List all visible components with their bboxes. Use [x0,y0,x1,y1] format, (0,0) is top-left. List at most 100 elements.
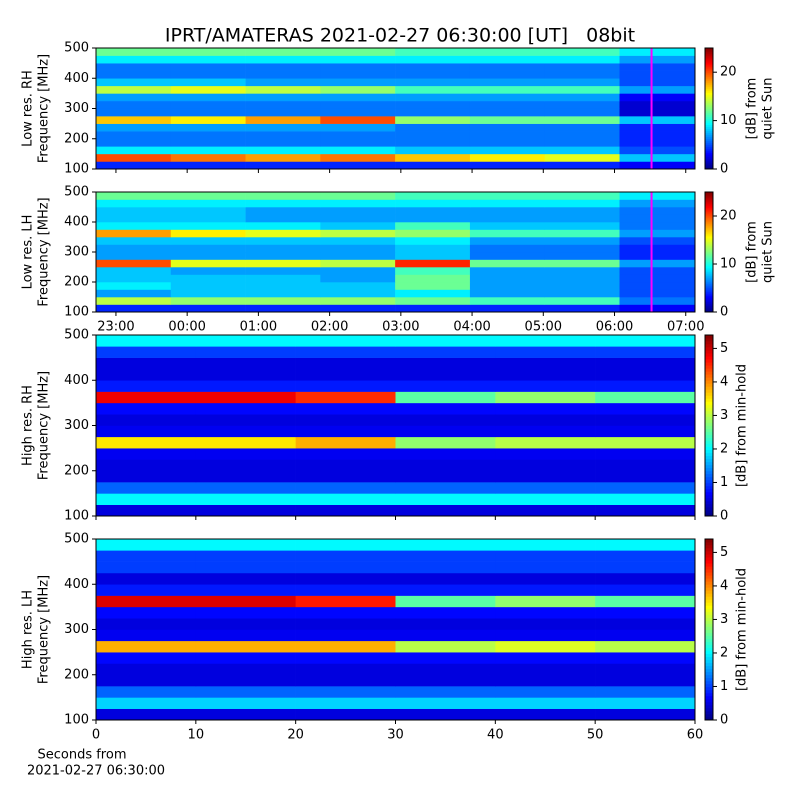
heatmap-cell [96,572,197,585]
heatmap-cell [96,289,172,298]
heatmap-cell [395,357,496,370]
colorbar-step [705,362,713,366]
colorbar-step [705,106,713,109]
heatmap-cell [96,674,197,687]
y-tick-label: 400 [64,215,89,230]
heatmap-cell [170,123,246,132]
heatmap-cell [170,70,246,79]
colorbar-tick-label: 4 [720,374,728,389]
y-tick-label: 500 [64,328,89,343]
colorbar-step [705,108,713,111]
heatmap-cell [320,55,396,64]
colorbar-step [705,416,713,420]
heatmap-cell [595,335,696,347]
colorbar-step [705,206,713,209]
heatmap-cell [544,85,620,94]
colorbar-step [705,288,713,291]
heatmap-cell [295,448,396,460]
y-tick-label: 100 [64,305,89,320]
heatmap-cell [195,459,296,472]
heatmap-cell [96,391,197,404]
heatmap-cell [245,93,321,102]
heatmap-cell [295,640,396,653]
heatmap-cell [469,297,546,305]
colorbar-step [705,419,713,423]
colorbar-step [705,539,713,543]
heatmap-cell [544,70,620,79]
heatmap-cell [395,116,471,124]
heatmap-cell [295,493,396,505]
heatmap-cell [469,237,546,245]
colorbar-step [705,298,713,301]
colorbar-step [705,470,713,475]
heatmap-cell [170,237,246,245]
heatmap-cell [619,108,696,117]
heatmap-cell [295,584,396,596]
colorbar-step [705,130,713,134]
heatmap-cell [469,138,546,147]
colorbar-step [705,62,713,65]
heatmap-cell [495,504,596,517]
heatmap-cell [544,48,620,56]
heatmap-cell [245,244,321,253]
colorbar-step [705,290,713,293]
colorbar-step [705,222,713,225]
heatmap-cell [595,550,696,562]
heatmap-cell [619,259,696,268]
x-tick-label: 20 [287,728,304,743]
colorbar-tick-label: 10 [720,113,737,128]
heatmap-cell [320,123,396,132]
heatmap-cell [245,123,321,132]
heatmap-cell [495,674,596,687]
colorbar-step [705,282,713,285]
heatmap-cell [544,78,620,87]
heatmap-cell [245,48,321,56]
colorbar-step [705,560,713,564]
heatmap-cell [619,274,696,283]
heatmap-cell [495,697,596,709]
colorbar-step [705,48,713,51]
heatmap-cell [170,297,246,305]
x-tick-label: 06:00 [596,320,633,335]
heatmap-cell [395,652,496,664]
colorbar-step [705,386,713,390]
heatmap-cell [96,48,172,56]
heatmap-cell [395,618,496,630]
colorbar-step [705,98,713,101]
heatmap-cell [595,459,696,472]
heatmap-cell [96,493,197,505]
colorbar-step [705,410,713,414]
colorbar-step [705,707,713,712]
colorbar-step [705,704,713,709]
heatmap-cell [320,70,396,79]
heatmap-cell [195,335,296,347]
heatmap-cell [395,391,496,404]
colorbar-step [705,581,713,585]
heatmap-cell [595,674,696,687]
heatmap-cell [395,697,496,709]
heatmap-cell [619,70,696,79]
heatmap-cell [544,259,620,268]
heatmap-cell [295,674,396,687]
colorbar-step [705,230,713,233]
heatmap-cell [544,304,620,313]
y-axis-label: Low res. LH [21,215,36,290]
colorbar-step [705,371,713,375]
colorbar-step [705,629,713,633]
heatmap-cell [96,459,197,472]
heatmap-cell [96,482,197,494]
heatmap-cell [295,459,396,472]
heatmap-cell [96,448,197,460]
heatmap-cell [320,100,396,109]
colorbar-step [705,144,713,148]
heatmap-cell [495,402,596,415]
heatmap-cell [619,85,696,94]
x-tick-label: 10 [188,728,205,743]
colorbar-step [705,398,713,402]
heatmap-cell [96,214,172,223]
heatmap-cell [170,138,246,147]
colorbar-tick-label: 20 [720,65,737,80]
y-tick-label: 200 [64,131,89,146]
colorbar-step [705,497,713,502]
heatmap-cell [96,100,172,109]
